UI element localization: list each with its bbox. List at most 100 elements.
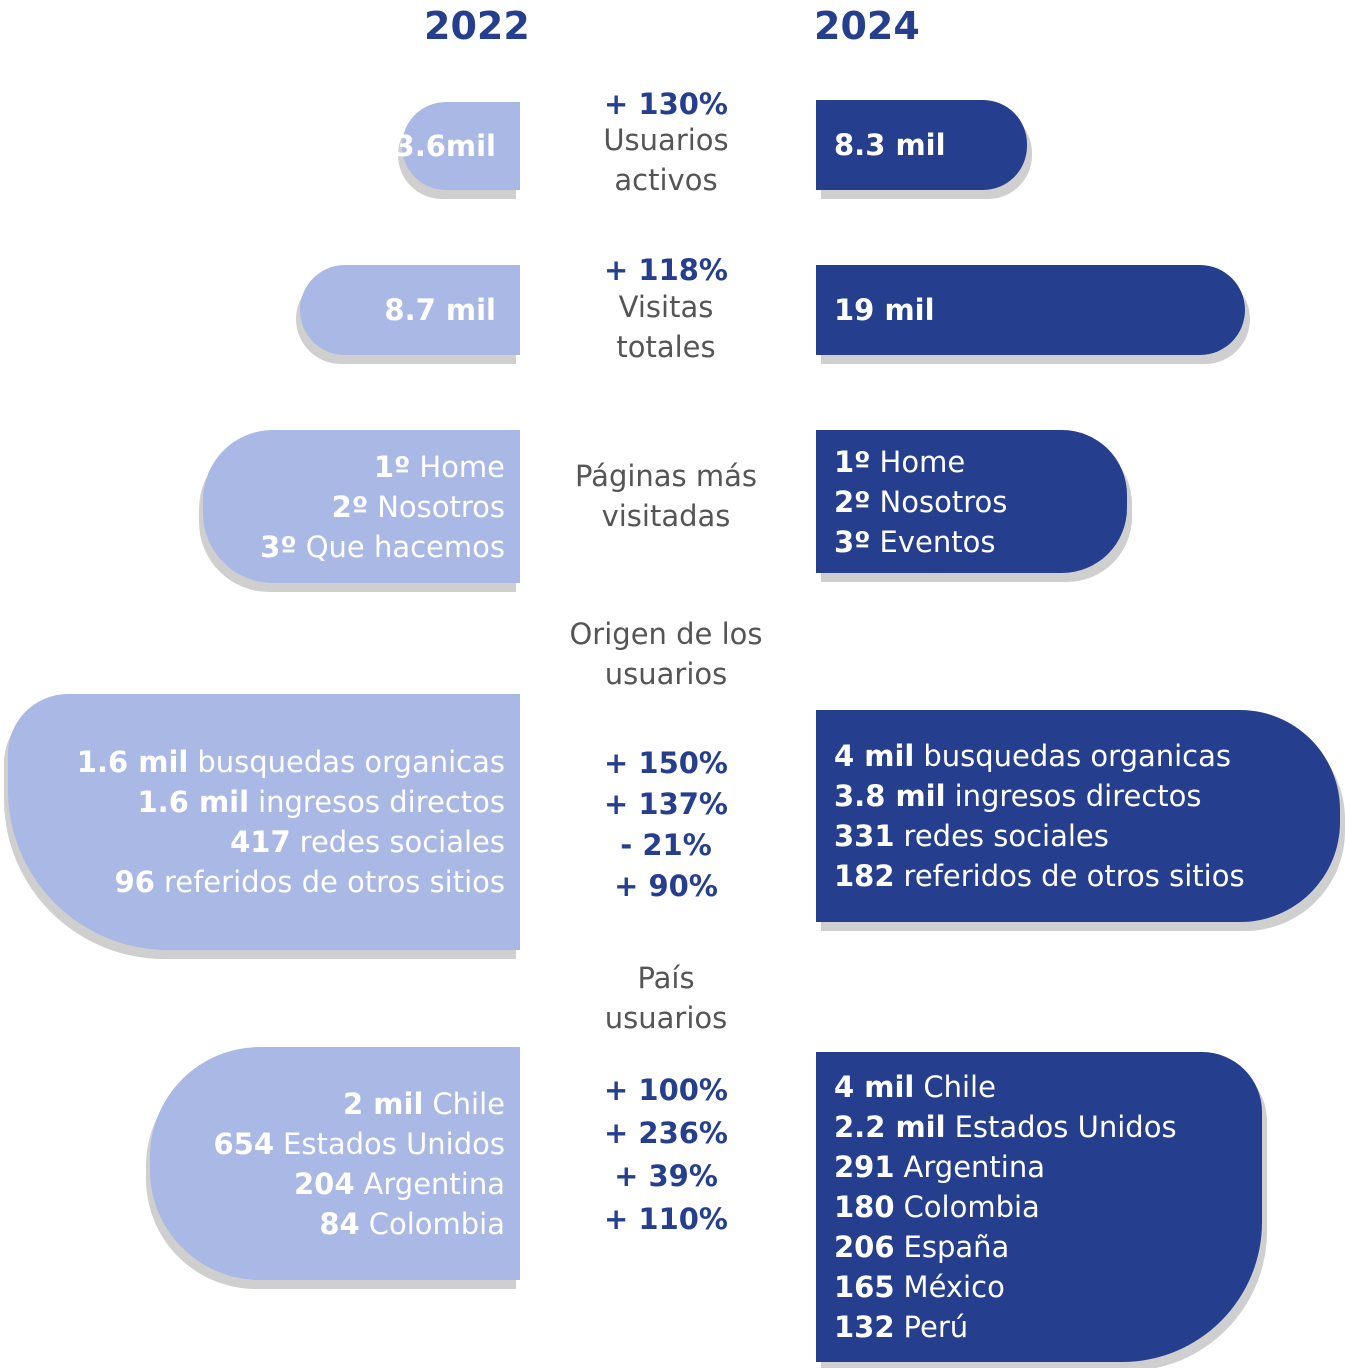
item-text: Estados Unidos <box>283 1126 505 1161</box>
item: 4 mil busquedas organicas <box>834 736 1231 776</box>
item-value: 291 <box>834 1150 895 1184</box>
item: 1.6 mil busquedas organicas <box>77 742 505 782</box>
item-text: Argentina <box>363 1166 505 1201</box>
item-value: 1º <box>373 449 411 484</box>
item-value: 2 mil <box>343 1086 424 1121</box>
left-block: 1º Home 2º Nosotros 3º Que hacemos <box>203 430 520 583</box>
item-text: redes sociales <box>299 825 505 859</box>
right-block: 4 mil Chile 2.2 mil Estados Unidos 291 Argent… <box>816 1052 1262 1362</box>
item-value: 331 <box>834 819 895 853</box>
item-text: busquedas organicas <box>923 739 1232 773</box>
item-value: 3.8 mil <box>834 779 946 813</box>
item-value: 654 <box>213 1126 275 1161</box>
item: 19 mil <box>834 290 944 330</box>
item: 1º Home <box>374 447 505 487</box>
change: + 150% <box>604 746 728 780</box>
item: 3º Que hacemos <box>260 527 505 567</box>
item: 96 referidos de otros sitios <box>115 862 505 902</box>
item-text: busquedas organicas <box>197 745 505 779</box>
change: + 236% <box>604 1116 728 1150</box>
item-text: Argentina <box>903 1150 1046 1184</box>
item-value: 8.7 mil <box>384 293 496 327</box>
left-block: 2 mil Chile 654 Estados Unidos 204 Argentina 8… <box>150 1047 520 1280</box>
item-text: redes sociales <box>903 819 1109 853</box>
item: 654 Estados Unidos <box>213 1124 505 1164</box>
item-text: Nosotros <box>377 489 505 524</box>
item-value: 206 <box>834 1230 895 1264</box>
item-text: Home <box>419 449 505 484</box>
item-text: Chile <box>432 1086 505 1121</box>
change: + 39% <box>614 1159 718 1193</box>
left-block: 1.6 mil busquedas organicas 1.6 mil ingreso… <box>8 694 520 950</box>
item-value: 1.6 mil <box>76 745 189 779</box>
item-value: 2º <box>834 484 871 519</box>
section-label: Visitas totales <box>616 290 716 364</box>
change: + 130% <box>604 87 728 121</box>
item-text: España <box>903 1230 1010 1264</box>
item: 3º Eventos <box>834 522 995 562</box>
item-text: Colombia <box>368 1206 505 1241</box>
year-2024: 2024 <box>814 4 920 48</box>
item-text: Que hacemos <box>305 529 505 564</box>
item: 182 referidos de otros sitios <box>834 856 1245 896</box>
item-value: 182 <box>834 859 895 893</box>
item-value: 3º <box>834 524 871 559</box>
item-value: 4 mil <box>834 1070 915 1104</box>
left-block: 8.7 mil <box>300 265 520 355</box>
right-block: 19 mil <box>816 265 1245 355</box>
item-value: 2º <box>331 489 369 524</box>
item-value: 204 <box>293 1166 355 1201</box>
item-text: Estados Unidos <box>954 1110 1177 1144</box>
item: 2 mil Chile <box>343 1084 505 1124</box>
year-2022: 2022 <box>424 4 530 48</box>
right-block: 4 mil busquedas organicas 3.8 mil ingresos … <box>816 710 1340 922</box>
item-value: 84 <box>319 1206 360 1241</box>
item: 2º Nosotros <box>834 482 1007 522</box>
item: 8.3 mil <box>834 125 955 165</box>
item-text: Colombia <box>903 1190 1040 1224</box>
item: 417 redes sociales <box>230 822 505 862</box>
item-value: 417 <box>230 825 291 859</box>
item-value: 1º <box>834 444 871 479</box>
change: + 118% <box>604 253 728 287</box>
item: 84 Colombia <box>319 1204 505 1244</box>
item: 3.6mil <box>395 126 505 166</box>
section-label: Usuarios activos <box>603 123 729 197</box>
item: 3.8 mil ingresos directos <box>834 776 1202 816</box>
right-block: 8.3 mil <box>816 100 1027 190</box>
right-block: 1º Home 2º Nosotros 3º Eventos <box>816 430 1127 573</box>
item-value: 2.2 mil <box>834 1110 946 1144</box>
item-value: 96 <box>114 865 155 899</box>
item: 4 mil Chile <box>834 1067 996 1107</box>
item: 2º Nosotros <box>332 487 505 527</box>
item-value: 165 <box>834 1270 895 1304</box>
item: 1.6 mil ingresos directos <box>138 782 506 822</box>
item: 1º Home <box>834 442 965 482</box>
change: + 110% <box>604 1202 728 1236</box>
item-text: Eventos <box>879 524 996 559</box>
item-text: Perú <box>903 1310 969 1344</box>
item: 2.2 mil Estados Unidos <box>834 1107 1177 1147</box>
item-text: Chile <box>923 1070 996 1104</box>
section-label: Origen de los usuarios <box>569 617 763 691</box>
item-text: Nosotros <box>879 484 1008 519</box>
item-text: referidos de otros sitios <box>903 859 1245 893</box>
item-text: ingresos directos <box>954 779 1202 813</box>
item: 204 Argentina <box>294 1164 505 1204</box>
change: + 100% <box>604 1073 728 1107</box>
item-value: 4 mil <box>834 739 915 773</box>
item-text: México <box>903 1270 1005 1304</box>
change: + 90% <box>614 869 718 903</box>
item: 8.7 mil <box>384 290 505 330</box>
section-label: Páginas más visitadas <box>574 459 758 533</box>
item-value: 1.6 mil <box>137 785 250 819</box>
left-block: 3.6mil <box>395 102 520 190</box>
item: 132 Perú <box>834 1307 968 1347</box>
change: - 21% <box>620 828 712 862</box>
item-text: referidos de otros sitios <box>163 865 505 899</box>
item: 206 España <box>834 1227 1009 1267</box>
item-text: Home <box>879 444 966 479</box>
item-value: 3.6mil <box>394 129 496 163</box>
item: 331 redes sociales <box>834 816 1109 856</box>
